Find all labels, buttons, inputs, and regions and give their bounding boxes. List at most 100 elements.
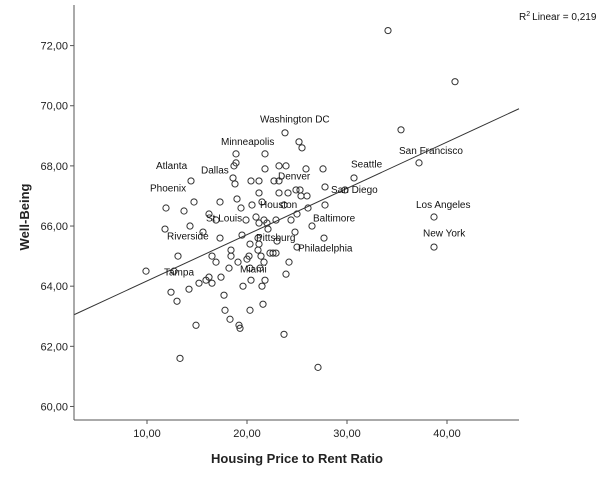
data-point bbox=[217, 273, 225, 281]
data-point bbox=[230, 162, 238, 170]
data-point bbox=[304, 204, 312, 212]
data-point bbox=[297, 192, 305, 200]
data-point bbox=[281, 129, 289, 137]
city-label: San Diego bbox=[331, 185, 378, 196]
y-tick-label: 64,00 bbox=[40, 281, 68, 293]
data-point bbox=[430, 243, 438, 251]
data-point bbox=[259, 300, 267, 308]
data-point bbox=[205, 210, 213, 218]
data-point bbox=[167, 288, 175, 296]
city-labels-layer: Washington DC Minneapolis San Francisco Atl… bbox=[150, 114, 471, 278]
points-layer bbox=[142, 26, 459, 371]
data-point bbox=[255, 219, 263, 227]
city-label: Denver bbox=[278, 171, 311, 182]
city-label: Miami bbox=[240, 265, 267, 276]
data-point bbox=[225, 264, 233, 272]
data-point bbox=[246, 240, 254, 248]
city-label: Phoenix bbox=[150, 183, 186, 194]
data-point bbox=[256, 264, 264, 272]
data-point bbox=[208, 279, 216, 287]
plot-area bbox=[74, 5, 519, 420]
data-point bbox=[321, 201, 329, 209]
data-point bbox=[202, 276, 210, 284]
r2-value: 0,219 bbox=[571, 12, 596, 23]
data-point bbox=[238, 231, 246, 239]
r2-equals: = bbox=[560, 12, 571, 23]
data-point bbox=[242, 216, 250, 224]
data-point bbox=[255, 177, 263, 185]
data-point bbox=[341, 186, 349, 194]
data-point bbox=[280, 330, 288, 338]
data-point bbox=[292, 186, 300, 194]
data-point bbox=[180, 207, 188, 215]
data-point bbox=[235, 321, 243, 329]
data-point bbox=[185, 285, 193, 293]
data-point bbox=[258, 282, 266, 290]
data-point bbox=[415, 159, 423, 167]
data-point bbox=[232, 150, 240, 158]
data-point bbox=[291, 228, 299, 236]
data-point bbox=[199, 228, 207, 236]
data-point bbox=[221, 306, 229, 314]
data-point bbox=[284, 189, 292, 197]
data-point bbox=[237, 204, 245, 212]
data-point bbox=[430, 213, 438, 221]
data-point bbox=[239, 282, 247, 290]
data-point bbox=[187, 177, 195, 185]
data-point bbox=[195, 279, 203, 287]
city-label: San Francisco bbox=[399, 146, 463, 157]
city-label: Houston bbox=[260, 200, 297, 211]
data-point bbox=[319, 165, 327, 173]
data-point bbox=[260, 258, 268, 266]
city-label: Riverside bbox=[167, 232, 209, 243]
data-point bbox=[287, 216, 295, 224]
data-point bbox=[261, 150, 269, 158]
y-tick-label: 62,00 bbox=[40, 341, 68, 353]
data-point bbox=[308, 222, 316, 230]
data-point bbox=[233, 195, 241, 203]
y-tick-label: 60,00 bbox=[40, 401, 68, 413]
y-tick-label: 72,00 bbox=[40, 41, 68, 53]
plot-background bbox=[74, 5, 519, 420]
data-point bbox=[162, 204, 170, 212]
city-label: Seattle bbox=[351, 159, 383, 170]
data-point bbox=[248, 201, 256, 209]
city-label: Pittsburg bbox=[256, 233, 295, 244]
x-tick-label: 30,00 bbox=[333, 428, 361, 440]
data-point bbox=[173, 297, 181, 305]
data-point bbox=[397, 126, 405, 134]
city-label: Atlanta bbox=[156, 161, 188, 172]
city-label: St Louis bbox=[206, 214, 242, 225]
data-point bbox=[246, 306, 254, 314]
data-point bbox=[275, 177, 283, 185]
data-point bbox=[190, 198, 198, 206]
data-point bbox=[285, 258, 293, 266]
data-point bbox=[270, 177, 278, 185]
y-axis-title: Well-Being bbox=[17, 183, 32, 250]
data-point bbox=[220, 291, 228, 299]
data-point bbox=[212, 258, 220, 266]
data-point bbox=[451, 78, 459, 86]
data-point bbox=[236, 324, 244, 332]
data-point bbox=[216, 198, 224, 206]
r2-prefix: R bbox=[519, 12, 526, 23]
data-point bbox=[295, 138, 303, 146]
data-point bbox=[293, 243, 301, 251]
x-tick-label: 10,00 bbox=[133, 428, 161, 440]
data-point bbox=[192, 321, 200, 329]
data-point bbox=[227, 252, 235, 260]
city-label: Philadelphia bbox=[298, 244, 353, 255]
city-label: Washington DC bbox=[260, 114, 330, 125]
y-tick-label: 68,00 bbox=[40, 161, 68, 173]
data-point bbox=[142, 267, 150, 275]
y-tick-label: 66,00 bbox=[40, 221, 68, 233]
data-point bbox=[272, 249, 280, 257]
data-point bbox=[208, 252, 216, 260]
data-point bbox=[247, 177, 255, 185]
data-point bbox=[247, 276, 255, 284]
data-point bbox=[293, 210, 301, 218]
data-point bbox=[161, 225, 169, 233]
data-point bbox=[261, 165, 269, 173]
